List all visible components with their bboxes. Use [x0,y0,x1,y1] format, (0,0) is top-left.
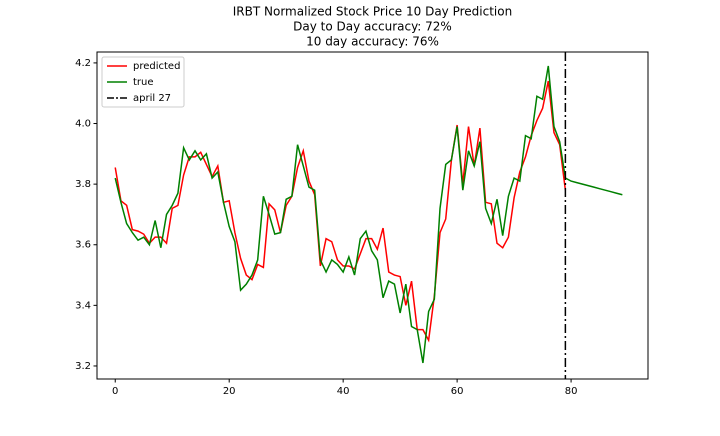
legend-box [101,56,185,108]
plot-frame [96,51,649,380]
x-tick-label: 40 [337,386,350,397]
chart-title: 10 day accuracy: 76% [306,35,439,49]
x-tick-label: 0 [112,386,118,397]
chart-title: Day to Day accuracy: 72% [293,20,452,34]
x-tick-label: 60 [451,386,464,397]
y-tick-label: 3.8 [75,179,91,190]
series-line [114,65,623,364]
legend-label: true [133,77,154,88]
y-tick-label: 3.6 [75,240,91,251]
legend-label: predicted [133,61,180,72]
y-tick-label: 3.2 [75,361,91,372]
x-tick-label: 20 [223,386,236,397]
y-tick-label: 4.0 [75,119,91,130]
y-tick-label: 3.4 [75,300,91,311]
series-line [114,80,567,343]
chart-title: IRBT Normalized Stock Price 10 Day Predi… [233,5,512,19]
y-tick-label: 4.2 [75,58,91,69]
x-tick-label: 80 [565,386,578,397]
legend-label: april 27 [133,93,171,104]
